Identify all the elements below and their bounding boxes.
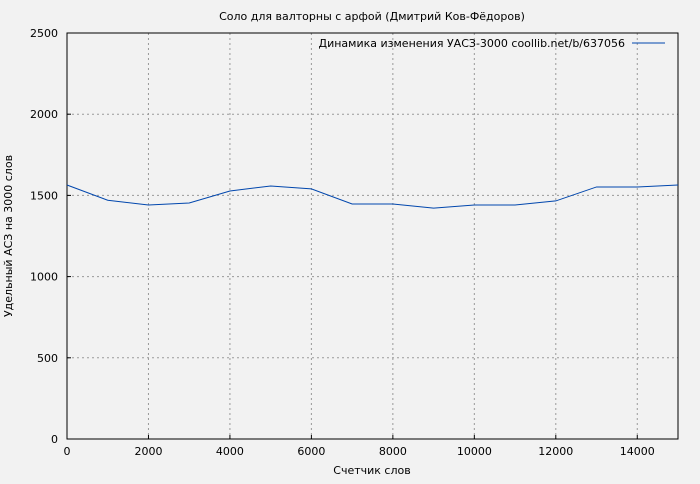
x-tick-label: 6000 bbox=[297, 445, 325, 458]
x-tick-label: 0 bbox=[64, 445, 71, 458]
legend: Динамика изменения УАСЗ-3000 coollib.net… bbox=[319, 37, 665, 50]
x-tick-label: 8000 bbox=[379, 445, 407, 458]
grid bbox=[67, 33, 678, 439]
x-axis-label: Счетчик слов bbox=[333, 464, 410, 477]
x-tick-label: 2000 bbox=[134, 445, 162, 458]
x-tick-label: 4000 bbox=[216, 445, 244, 458]
plot-frame bbox=[66, 32, 679, 440]
y-tick-label: 1000 bbox=[30, 271, 58, 284]
y-tick-label: 1500 bbox=[30, 189, 58, 202]
y-tick-label: 500 bbox=[37, 352, 58, 365]
y-tick-label: 2000 bbox=[30, 108, 58, 121]
legend-label: Динамика изменения УАСЗ-3000 coollib.net… bbox=[319, 37, 626, 50]
ticks: 0 2000 4000 6000 8000 10000 12000 14000 0 500 1000… bbox=[30, 27, 655, 458]
series-line bbox=[66, 184, 679, 209]
x-tick-label: 14000 bbox=[620, 445, 655, 458]
y-tick-label: 2500 bbox=[30, 27, 58, 40]
chart-title: Соло для валторны с арфой (Дмитрий Ков-Ф… bbox=[219, 10, 525, 23]
y-axis-label: Удельный АСЗ на 3000 слов bbox=[2, 155, 15, 317]
x-tick-label: 12000 bbox=[538, 445, 573, 458]
y-tick-label: 0 bbox=[51, 433, 58, 446]
x-tick-label: 10000 bbox=[457, 445, 492, 458]
series-lines bbox=[66, 184, 679, 209]
